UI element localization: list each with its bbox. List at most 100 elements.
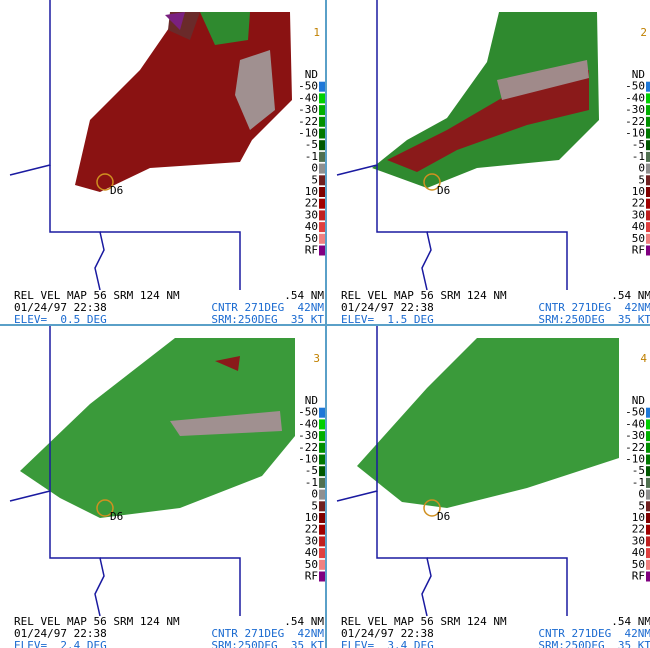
legend-label: -40 bbox=[298, 91, 318, 104]
legend-label: ND bbox=[632, 394, 645, 407]
site-label: D6 bbox=[110, 184, 123, 197]
legend-swatch bbox=[319, 245, 325, 256]
legend-label: 40 bbox=[305, 546, 318, 559]
legend-label: 0 bbox=[311, 162, 318, 175]
legend-swatch bbox=[319, 489, 325, 500]
legend-swatch bbox=[319, 524, 325, 535]
legend-swatch bbox=[646, 140, 650, 151]
legend-label: 30 bbox=[305, 208, 318, 221]
panel-number: 4 bbox=[640, 352, 647, 365]
legend-label: -40 bbox=[298, 417, 318, 430]
legend-label: -40 bbox=[625, 91, 645, 104]
legend-swatch bbox=[646, 222, 650, 233]
legend-swatch bbox=[646, 548, 650, 559]
legend-label: -22 bbox=[625, 115, 645, 128]
elevation-label: ELEV= 1.5 DEG bbox=[341, 313, 434, 326]
legend-swatch bbox=[646, 210, 650, 221]
legend-swatch bbox=[646, 489, 650, 500]
legend-label: -50 bbox=[298, 406, 318, 419]
county-boundary bbox=[427, 231, 568, 290]
legend-label: -1 bbox=[305, 150, 318, 163]
legend-swatch bbox=[319, 454, 325, 465]
legend-swatch bbox=[319, 571, 325, 582]
echo-region bbox=[75, 12, 292, 192]
legend-label: 5 bbox=[638, 173, 645, 186]
legend-swatch bbox=[319, 81, 325, 92]
site-marker bbox=[423, 499, 441, 517]
echo-region bbox=[200, 12, 250, 45]
legend-swatch bbox=[646, 524, 650, 535]
legend-swatch bbox=[319, 163, 325, 174]
county-boundary bbox=[376, 165, 432, 291]
legend-swatch bbox=[646, 559, 650, 570]
legend-label: 0 bbox=[638, 488, 645, 501]
legend-swatch bbox=[646, 93, 650, 104]
srm-label: SRM:250DEG 35 KT bbox=[538, 313, 650, 326]
legend-swatch bbox=[319, 140, 325, 151]
legend-swatch bbox=[319, 442, 325, 453]
echo-region bbox=[497, 60, 589, 100]
legend-swatch bbox=[646, 128, 650, 139]
legend-label: -50 bbox=[298, 80, 318, 93]
legend-swatch bbox=[319, 513, 325, 523]
echo-region bbox=[357, 338, 619, 508]
echo-region bbox=[235, 50, 275, 130]
legend-swatch bbox=[646, 571, 650, 582]
legend-label: -22 bbox=[625, 441, 645, 454]
legend-label: -5 bbox=[305, 464, 318, 477]
legend-swatch bbox=[319, 407, 325, 418]
legend-label: 10 bbox=[632, 511, 645, 524]
legend-swatch bbox=[646, 442, 650, 453]
srm-label: SRM:250DEG 35 KT bbox=[538, 639, 650, 648]
legend-swatch bbox=[646, 245, 650, 256]
legend-label: -10 bbox=[625, 453, 645, 466]
legend-label: -22 bbox=[298, 441, 318, 454]
legend-label: -5 bbox=[632, 464, 645, 477]
legend-label: -40 bbox=[625, 417, 645, 430]
elevation-label: ELEV= 0.5 DEG bbox=[14, 313, 107, 326]
srm-label: SRM:250DEG 35 KT bbox=[211, 639, 324, 648]
legend-label: 50 bbox=[305, 232, 318, 245]
range-label: .54 NM bbox=[284, 615, 324, 628]
legend-label: 30 bbox=[305, 534, 318, 547]
legend-label: -30 bbox=[625, 429, 645, 442]
legend-swatch bbox=[319, 233, 325, 244]
legend-swatch bbox=[319, 93, 325, 104]
panel-number: 2 bbox=[640, 26, 647, 39]
product-title: REL VEL MAP 56 SRM 124 NM bbox=[14, 289, 180, 302]
echo-region bbox=[170, 411, 282, 436]
legend-label: -10 bbox=[625, 127, 645, 140]
legend-label: -50 bbox=[625, 406, 645, 419]
product-title: REL VEL MAP 56 SRM 124 NM bbox=[14, 615, 180, 628]
legend-swatch bbox=[319, 501, 325, 512]
site-label: D6 bbox=[110, 510, 123, 523]
county-boundary bbox=[100, 231, 241, 290]
echo-region bbox=[165, 12, 185, 30]
legend-swatch bbox=[646, 454, 650, 465]
elevation-label: ELEV= 2.4 DEG bbox=[14, 639, 107, 648]
legend-swatch bbox=[319, 198, 325, 209]
legend-label: 50 bbox=[632, 558, 645, 571]
srm-label: SRM:250DEG 35 KT bbox=[211, 313, 324, 326]
legend-label: 10 bbox=[305, 511, 318, 524]
legend-swatch bbox=[646, 396, 650, 406]
radar-panel: D61ND-50-40-30-22-10-5-1051022304050RFRE… bbox=[9, 0, 325, 326]
date-time: 01/24/97 22:38 bbox=[14, 301, 107, 314]
legend-label: 22 bbox=[305, 523, 318, 536]
center-label: CNTR 271DEG 42NM bbox=[538, 301, 650, 314]
legend-swatch bbox=[646, 163, 650, 174]
legend-swatch bbox=[319, 210, 325, 221]
county-boundary bbox=[427, 557, 568, 616]
panel-number: 1 bbox=[313, 26, 320, 39]
legend-swatch bbox=[319, 559, 325, 570]
legend-label: -5 bbox=[305, 138, 318, 151]
legend-swatch bbox=[319, 187, 325, 197]
legend-label: ND bbox=[305, 394, 318, 407]
legend-swatch bbox=[319, 105, 325, 116]
site-marker bbox=[96, 173, 114, 191]
echo-region bbox=[387, 70, 589, 172]
legend-label: ND bbox=[305, 68, 318, 81]
legend-swatch bbox=[646, 477, 650, 488]
legend-swatch bbox=[646, 233, 650, 244]
range-label: .54 NM bbox=[284, 289, 324, 302]
